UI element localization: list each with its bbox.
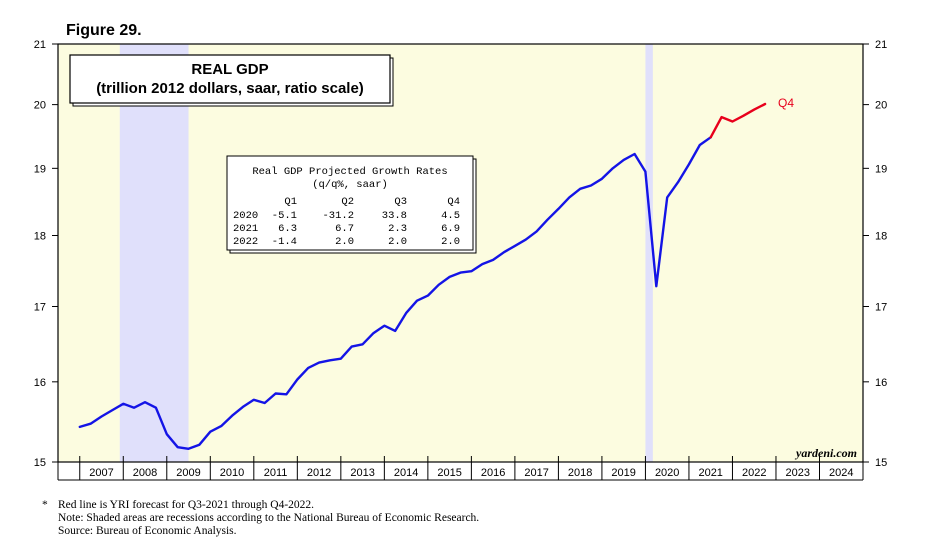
- series-layer: [78, 102, 767, 450]
- recession-shading: [119, 44, 653, 462]
- y-tick-label-right: 16: [875, 377, 887, 389]
- growth-table-row-year: 2021: [233, 223, 258, 235]
- actual-series-line: [78, 136, 712, 450]
- growth-table-row-year: 2022: [233, 236, 258, 248]
- growth-table-cell: 6.7: [335, 223, 354, 235]
- growth-table-cell: 2.0: [388, 236, 407, 248]
- title-box: REAL GDP (trillion 2012 dollars, saar, r…: [69, 54, 394, 107]
- chart-subtitle: (trillion 2012 dollars, saar, ratio scal…: [96, 80, 364, 97]
- chart-title: REAL GDP: [191, 61, 268, 78]
- x-tick-label: 2018: [568, 467, 592, 479]
- growth-table-cell: 6.9: [441, 223, 460, 235]
- recession-band-2: [645, 44, 653, 462]
- x-tick-label: 2016: [481, 467, 505, 479]
- y-tick-label-right: 19: [875, 163, 887, 175]
- x-tick-label: 2015: [437, 467, 461, 479]
- x-tick-label: 2014: [394, 467, 418, 479]
- footnote-lines: Red line is YRI forecast for Q3-2021 thr…: [58, 499, 479, 538]
- figure-label: Figure 29.: [66, 22, 142, 39]
- growth-table-row-year: 2020: [233, 210, 258, 222]
- growth-table-cell: -5.1: [272, 210, 297, 222]
- plot-frame: [57, 43, 864, 463]
- x-tick-label: 2011: [264, 467, 288, 479]
- x-tick-label: 2020: [655, 467, 679, 479]
- growth-table-cell: 33.8: [382, 210, 407, 222]
- footnote-marker: *: [42, 499, 48, 511]
- growth-table-column-header: Q2: [341, 196, 354, 208]
- x-tick-label: 2010: [220, 467, 244, 479]
- x-tick-label: 2017: [524, 467, 548, 479]
- x-tick-label: 2013: [350, 467, 374, 479]
- x-tick-label: 2009: [176, 467, 200, 479]
- y-tick-label-right: 18: [875, 231, 887, 243]
- growth-table-cell: 4.5: [441, 210, 460, 222]
- y-tick-label-left: 20: [34, 100, 46, 112]
- footnote-forecast-note: Red line is YRI forecast for Q3-2021 thr…: [58, 499, 315, 511]
- y-tick-label-left: 19: [34, 163, 46, 175]
- growth-table-column-header: Q1: [284, 196, 297, 208]
- credit-text: yardeni.com: [794, 446, 857, 460]
- forecast-label: Q4: [778, 96, 794, 110]
- y-tick-label-left: 17: [34, 302, 46, 314]
- y-tick-label-left: 15: [34, 457, 46, 469]
- growth-table-cell: 2.0: [441, 236, 460, 248]
- growth-table-cell: -31.2: [322, 210, 354, 222]
- growth-table-subtitle: (q/q%, saar): [312, 179, 388, 191]
- growth-rate-table: Real GDP Projected Growth Rates (q/q%, s…: [226, 155, 477, 254]
- y-tick-label-right: 15: [875, 457, 887, 469]
- recession-band-1: [119, 44, 189, 462]
- y-tick-label-right: 20: [875, 100, 887, 112]
- footnote-recession-note: Note: Shaded areas are recessions accord…: [58, 512, 480, 524]
- growth-table-title: Real GDP Projected Growth Rates: [252, 166, 447, 178]
- forecast-series-line: [709, 102, 767, 139]
- x-tick-label: 2024: [829, 467, 853, 479]
- growth-table-cell: -1.4: [272, 236, 297, 248]
- growth-table-cell: 2.3: [388, 223, 407, 235]
- growth-table-column-header: Q4: [447, 196, 460, 208]
- x-tick-label: 2012: [307, 467, 331, 479]
- x-tick-label: 2021: [698, 467, 722, 479]
- x-tick-label: 2022: [742, 467, 766, 479]
- x-tick-label: 2008: [133, 467, 157, 479]
- y-tick-label-left: 16: [34, 377, 46, 389]
- growth-table-column-header: Q3: [394, 196, 407, 208]
- y-tick-label-right: 21: [875, 39, 887, 51]
- x-tick-label: 2023: [785, 467, 809, 479]
- footnote-source: Source: Bureau of Economic Analysis.: [58, 525, 237, 537]
- x-tick-label: 2007: [89, 467, 113, 479]
- growth-table-cell: 6.3: [278, 223, 297, 235]
- y-tick-label-left: 18: [34, 231, 46, 243]
- y-tick-label-right: 17: [875, 302, 887, 314]
- x-tick-label: 2019: [611, 467, 635, 479]
- growth-table-cell: 2.0: [335, 236, 354, 248]
- title-box-frame: [69, 54, 391, 104]
- y-tick-label-left: 21: [34, 39, 46, 51]
- growth-table-frame: [226, 155, 474, 251]
